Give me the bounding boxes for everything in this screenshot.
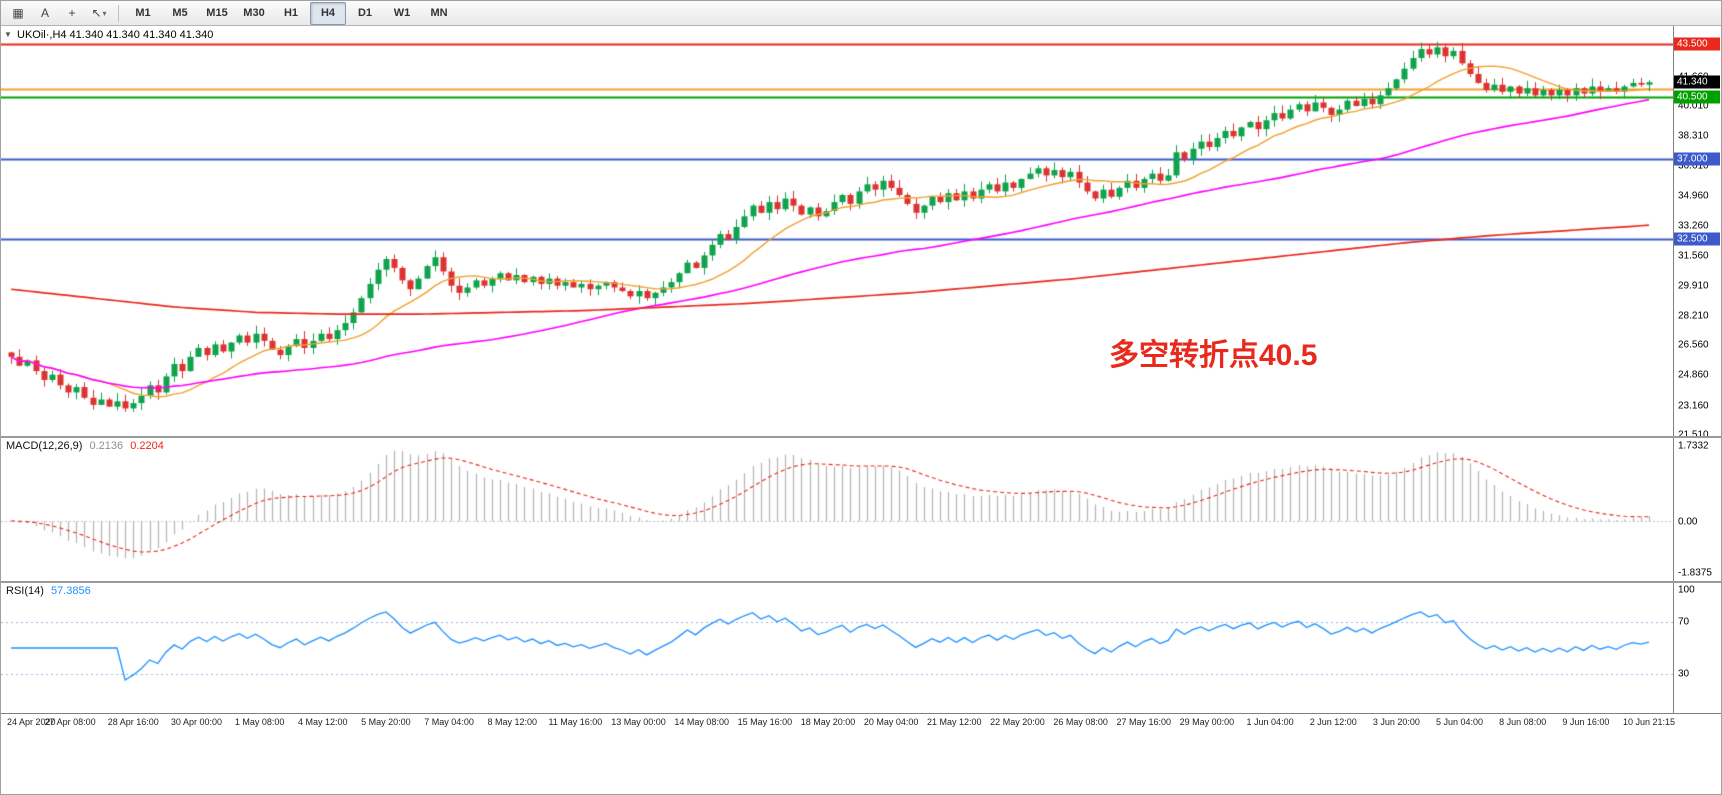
price-badge: 32.500 <box>1674 232 1720 246</box>
rsi-max-label: 100 <box>1678 584 1695 596</box>
tool-crosshair-tool[interactable]: + <box>59 2 85 25</box>
text-tool: A <box>40 6 49 20</box>
crosshair-tool: + <box>68 6 76 20</box>
price-tick: 21.510 <box>1678 429 1709 441</box>
price-tick: 33.260 <box>1678 220 1709 232</box>
macd-label: MACD(12,26,9) 0.2136 0.2204 <box>6 440 164 452</box>
macd-value-main: 0.2136 <box>89 440 124 452</box>
time-label: 27 May 16:00 <box>1116 717 1172 727</box>
time-label: 22 May 20:00 <box>990 717 1045 727</box>
time-label: 10 Jun 21:15 <box>1622 717 1676 727</box>
time-label: 7 May 04:00 <box>424 717 474 727</box>
price-tick: 24.860 <box>1678 369 1709 381</box>
rsi-value: 57.3856 <box>50 585 91 597</box>
tool-buttons: ▦ A + ↖ ▾ <box>5 2 112 25</box>
price-tick: 23.160 <box>1678 400 1709 412</box>
rsi-axis[interactable]: 100 70 30 <box>1673 583 1721 713</box>
timeframe-m30[interactable]: M30 <box>243 7 265 19</box>
rsi-level-low-label: 30 <box>1678 668 1690 680</box>
rsi-panel: RSI(14) 57.3856 100 70 30 <box>1 583 1721 713</box>
toolbar-separator <box>118 4 119 22</box>
macd-panel: MACD(12,26,9) 0.2136 0.2204 1.7332 0.00 -1… <box>1 438 1721 581</box>
time-label: 1 May 08:00 <box>234 717 285 727</box>
time-label: 2 Jun 12:00 <box>1309 717 1357 727</box>
main-chart-panel: ▼ UKOil·,H4 41.340 41.340 41.340 41.340 … <box>1 26 1721 440</box>
time-label: 28 Apr 16:00 <box>107 717 159 727</box>
chart-icon: ▦ <box>12 6 24 20</box>
time-label: 9 Jun 16:00 <box>1562 717 1610 727</box>
collapse-icon[interactable]: ▼ <box>4 30 12 39</box>
tool-text-tool[interactable]: A <box>32 2 58 25</box>
price-badge: 43.500 <box>1674 37 1720 51</box>
time-label: 20 May 04:00 <box>863 717 919 727</box>
time-label: 21 May 12:00 <box>927 717 982 727</box>
time-label: 8 May 12:00 <box>487 717 537 727</box>
time-label: 24 Apr 2020 <box>7 717 56 727</box>
time-label: 3 Jun 20:00 <box>1372 717 1420 727</box>
time-label: 5 May 20:00 <box>361 717 411 727</box>
price-tick: 29.910 <box>1678 280 1709 292</box>
cursor-tool: ↖ <box>91 6 102 20</box>
rsi-level-high-label: 70 <box>1678 616 1690 628</box>
macd-min-label: -1.8375 <box>1678 567 1712 579</box>
rsi-label: RSI(14) 57.3856 <box>6 585 91 597</box>
timeframe-w1[interactable]: W1 <box>393 7 411 19</box>
timeframe-d1[interactable]: D1 <box>357 7 373 19</box>
rsi-chart[interactable] <box>1 583 1673 713</box>
price-tick: 34.960 <box>1678 190 1709 202</box>
price-tick: 36.610 <box>1678 160 1709 172</box>
time-label: 11 May 16:00 <box>548 717 603 727</box>
dropdown-caret-icon: ▾ <box>102 8 107 18</box>
time-label: 8 Jun 08:00 <box>1499 717 1547 727</box>
macd-zero-label: 0.00 <box>1678 516 1698 527</box>
macd-value-signal: 0.2204 <box>130 440 164 452</box>
timeframe-m15[interactable]: M15 <box>206 7 228 19</box>
panel-divider[interactable] <box>1 713 1721 714</box>
toolbar: ▦ A + ↖ ▾ M1 M5 M15 M30 H1 H4 D1 W1 MN <box>1 1 1721 26</box>
price-tick: 28.210 <box>1678 310 1709 322</box>
tool-chart-icon[interactable]: ▦ <box>5 2 31 25</box>
time-label: 14 May 08:00 <box>674 717 729 727</box>
price-badge: 41.340 <box>1674 75 1720 89</box>
price-badge: 40.500 <box>1674 90 1720 104</box>
price-badge: 37.000 <box>1674 152 1720 166</box>
time-label: 26 May 08:00 <box>1053 717 1108 727</box>
time-label: 4 May 12:00 <box>298 717 348 727</box>
price-axis[interactable]: 41.66040.01038.31036.61034.96033.26031.5… <box>1673 26 1721 440</box>
chart-title: UKOil·,H4 41.340 41.340 41.340 41.340 <box>17 29 214 41</box>
chart-annotation: 多空转折点40.5 <box>1109 339 1318 372</box>
time-axis[interactable]: 24 Apr 2020 27 Apr 08:00 28 Apr 16:00 30 Ap… <box>1 714 1721 738</box>
panel-divider[interactable] <box>1 581 1721 583</box>
panel-divider[interactable] <box>1 436 1721 438</box>
time-label: 27 Apr 08:00 <box>44 717 96 727</box>
time-label: 13 May 00:00 <box>611 717 666 727</box>
time-label: 18 May 20:00 <box>800 717 856 727</box>
price-tick: 31.560 <box>1678 250 1709 262</box>
time-label: 5 Jun 04:00 <box>1436 717 1484 727</box>
price-tick: 26.560 <box>1678 339 1709 351</box>
timeframe-h4[interactable]: H4 <box>310 1 346 25</box>
tool-cursor-tool[interactable]: ↖ ▾ <box>86 2 112 25</box>
timeframe-buttons: M1 M5 M15 M30 H1 H4 D1 W1 MN <box>125 1 457 25</box>
macd-max-label: 1.7332 <box>1678 440 1709 452</box>
timeframe-m5[interactable]: M5 <box>172 7 188 19</box>
macd-name: MACD(12,26,9) <box>6 440 83 452</box>
rsi-name: RSI(14) <box>6 585 44 597</box>
time-label: 15 May 16:00 <box>737 717 793 727</box>
price-tick: 38.310 <box>1678 130 1709 142</box>
macd-chart[interactable] <box>1 438 1673 581</box>
time-label: 30 Apr 00:00 <box>170 717 222 727</box>
macd-axis[interactable]: 1.7332 0.00 -1.8375 <box>1673 438 1721 581</box>
timeframe-mn[interactable]: MN <box>430 7 448 19</box>
timeframe-h1[interactable]: H1 <box>283 7 299 19</box>
time-label: 1 Jun 04:00 <box>1246 717 1294 727</box>
time-label: 29 May 00:00 <box>1179 717 1235 727</box>
price-tick: 40.010 <box>1678 100 1709 112</box>
timeframe-m1[interactable]: M1 <box>135 7 151 19</box>
candlestick-chart[interactable] <box>1 26 1673 436</box>
